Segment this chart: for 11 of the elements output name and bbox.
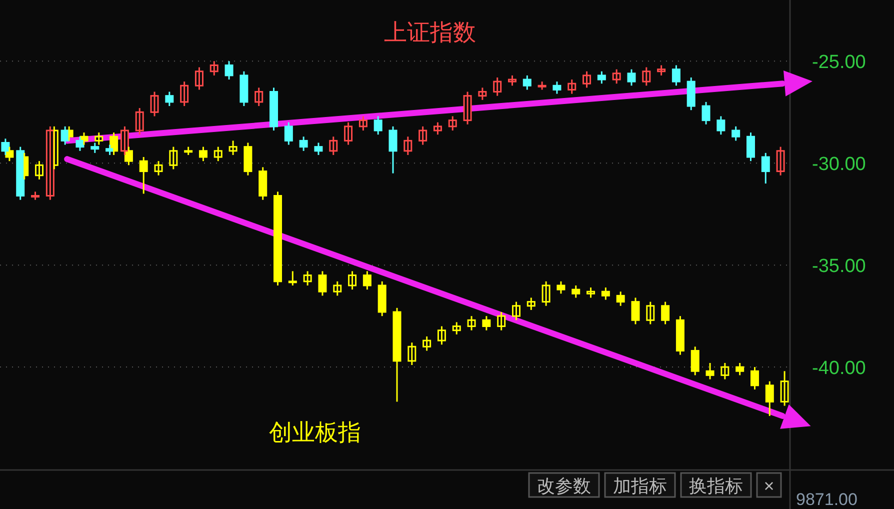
text: 创业板指 — [269, 419, 361, 445]
text: × — [764, 476, 774, 496]
y-tick-label: -25.00 — [812, 52, 866, 74]
text: 换指标 — [689, 476, 743, 496]
text: 加指标 — [613, 476, 667, 496]
text: 9871.00 — [796, 490, 858, 509]
series-label: 上证指数 — [384, 19, 476, 45]
text: 改参数 — [537, 476, 591, 496]
y-tick-label: -30.00 — [812, 154, 866, 176]
y-tick-label: -40.00 — [812, 358, 866, 380]
y-tick-label: -35.00 — [812, 256, 866, 278]
